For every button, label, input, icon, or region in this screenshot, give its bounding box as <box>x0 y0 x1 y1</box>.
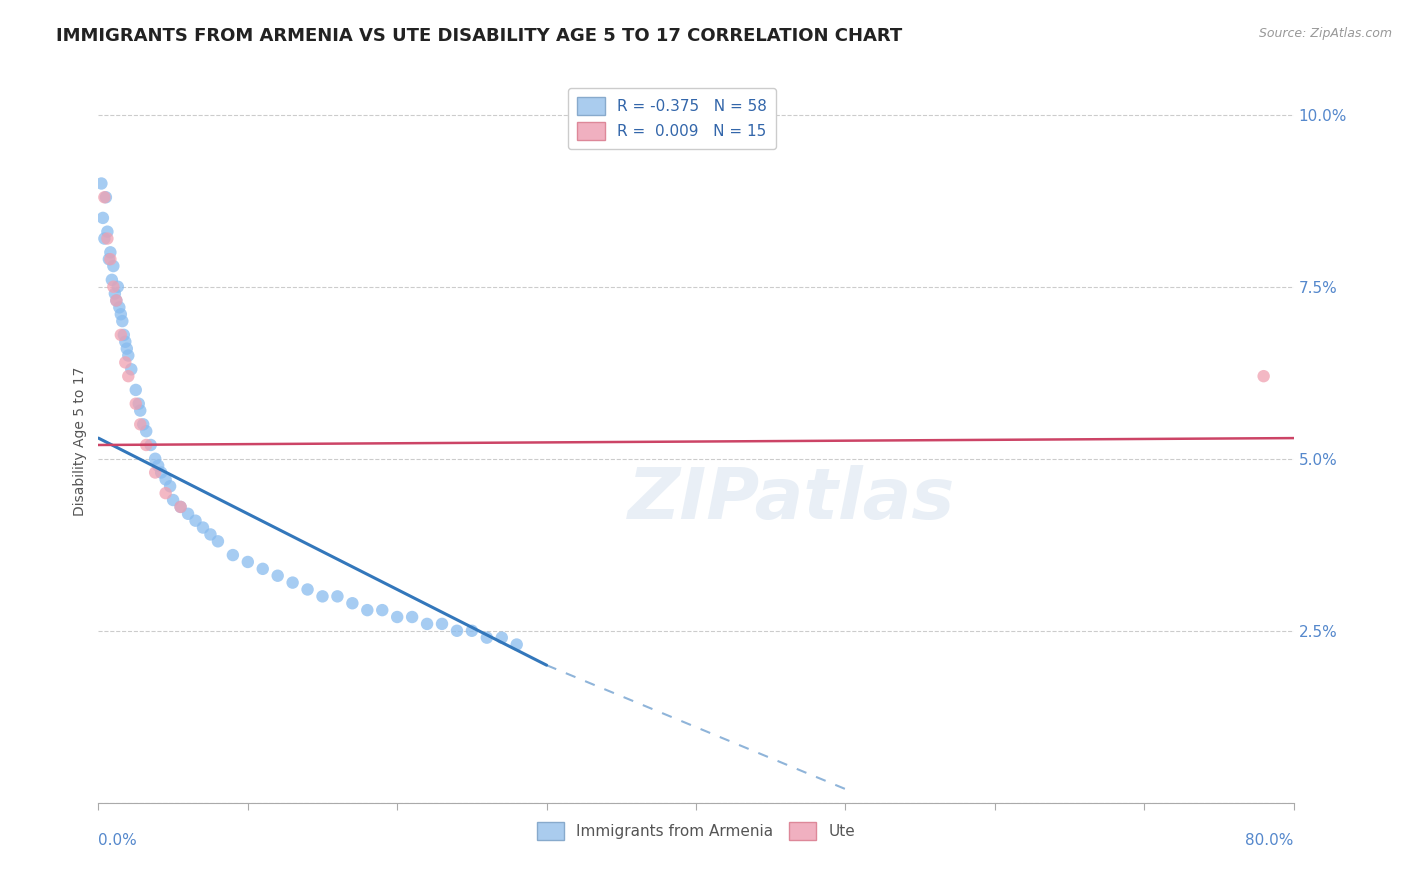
Y-axis label: Disability Age 5 to 17: Disability Age 5 to 17 <box>73 367 87 516</box>
Point <box>191 520 214 534</box>
Point <box>96 231 118 245</box>
Point <box>252 562 274 576</box>
Point <box>371 603 394 617</box>
Point <box>155 472 177 486</box>
Point <box>150 466 173 480</box>
Point <box>101 273 124 287</box>
Point <box>117 349 139 363</box>
Point <box>326 590 349 604</box>
Text: ZIPatlas: ZIPatlas <box>628 465 955 533</box>
Point <box>115 342 138 356</box>
Point <box>311 590 333 604</box>
Point <box>148 458 170 473</box>
Point <box>129 403 152 417</box>
Point <box>105 293 128 308</box>
Point <box>401 610 423 624</box>
Point <box>90 177 112 191</box>
Point <box>129 417 152 432</box>
Point <box>135 438 157 452</box>
Point <box>184 514 207 528</box>
Point <box>342 596 364 610</box>
Text: 80.0%: 80.0% <box>1246 833 1294 848</box>
Point <box>103 279 125 293</box>
Point <box>416 616 439 631</box>
Point <box>461 624 484 638</box>
Point <box>491 631 513 645</box>
Point <box>93 190 115 204</box>
Legend: Immigrants from Armenia, Ute: Immigrants from Armenia, Ute <box>530 816 862 846</box>
Point <box>117 369 139 384</box>
Point <box>200 527 222 541</box>
Point <box>297 582 319 597</box>
Point <box>94 190 117 204</box>
Point <box>105 293 128 308</box>
Point <box>143 466 166 480</box>
Point <box>222 548 245 562</box>
Point <box>281 575 304 590</box>
Point <box>110 327 132 342</box>
Point <box>91 211 114 225</box>
Point <box>98 245 122 260</box>
Point <box>159 479 181 493</box>
Text: Source: ZipAtlas.com: Source: ZipAtlas.com <box>1258 27 1392 40</box>
Point <box>132 417 155 432</box>
Text: IMMIGRANTS FROM ARMENIA VS UTE DISABILITY AGE 5 TO 17 CORRELATION CHART: IMMIGRANTS FROM ARMENIA VS UTE DISABILIT… <box>56 27 903 45</box>
Point <box>97 252 120 267</box>
Point <box>114 334 136 349</box>
Point <box>114 355 136 369</box>
Point <box>475 631 498 645</box>
Point <box>169 500 191 514</box>
Point <box>111 314 134 328</box>
Point <box>162 493 184 508</box>
Point <box>108 301 131 315</box>
Point <box>177 507 200 521</box>
Point <box>110 307 132 321</box>
Point <box>236 555 259 569</box>
Point <box>135 424 157 438</box>
Point <box>139 438 162 452</box>
Point <box>1253 369 1275 384</box>
Point <box>356 603 378 617</box>
Point <box>207 534 229 549</box>
Point <box>104 286 127 301</box>
Point <box>143 451 166 466</box>
Point <box>506 638 529 652</box>
Point <box>128 397 150 411</box>
Point <box>446 624 468 638</box>
Point <box>98 252 122 267</box>
Point <box>96 225 118 239</box>
Point <box>120 362 142 376</box>
Point <box>169 500 191 514</box>
Point <box>93 231 115 245</box>
Point <box>267 568 290 582</box>
Point <box>125 397 148 411</box>
Point <box>155 486 177 500</box>
Point <box>103 259 125 273</box>
Point <box>112 327 135 342</box>
Point <box>107 279 129 293</box>
Point <box>430 616 453 631</box>
Point <box>385 610 409 624</box>
Point <box>125 383 148 397</box>
Text: 0.0%: 0.0% <box>98 833 138 848</box>
